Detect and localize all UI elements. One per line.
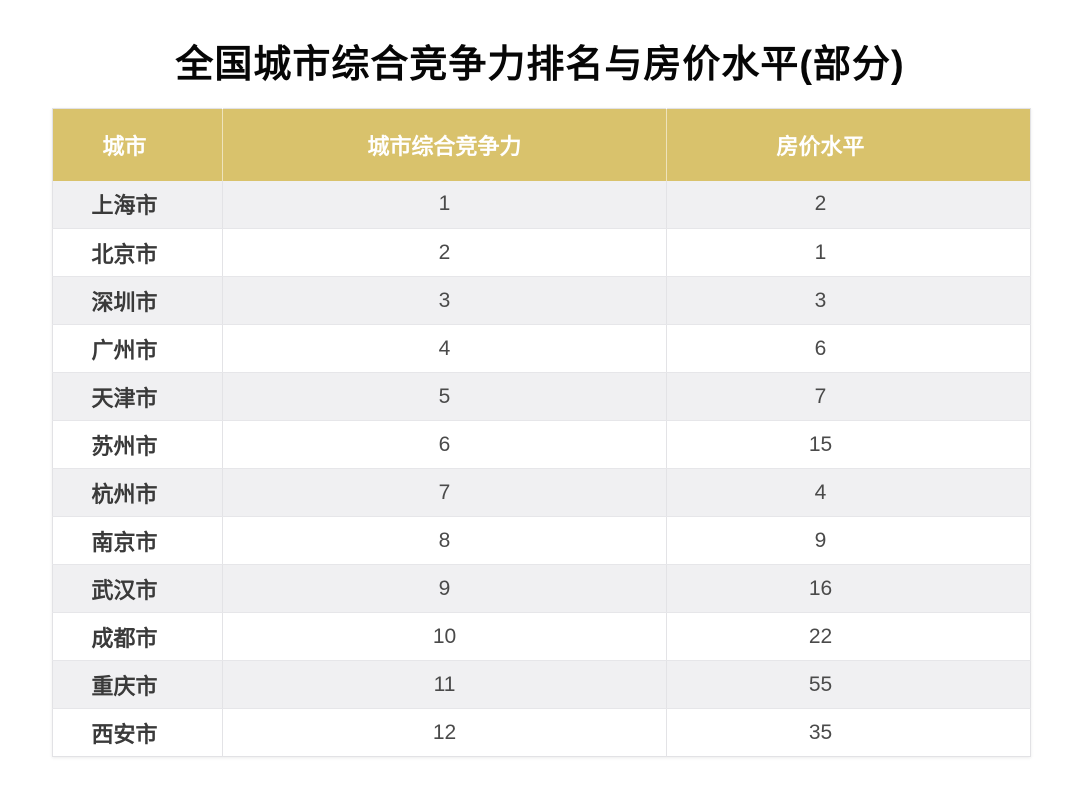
competitiveness-cell: 11 xyxy=(222,660,667,709)
housing-price-cell: 16 xyxy=(666,564,1031,613)
table-row: 南京市 8 9 xyxy=(52,516,1031,565)
city-name-cell: 苏州市 xyxy=(52,420,223,469)
competitiveness-cell: 12 xyxy=(222,708,667,757)
header-city: 城市 xyxy=(52,108,223,181)
housing-price-cell: 1 xyxy=(666,228,1031,277)
table-row: 广州市 4 6 xyxy=(52,324,1031,373)
table-row: 杭州市 7 4 xyxy=(52,468,1031,517)
housing-price-cell: 15 xyxy=(666,420,1031,469)
header-competitiveness: 城市综合竞争力 xyxy=(222,108,667,181)
housing-price-cell: 3 xyxy=(666,276,1031,325)
table-row: 武汉市 9 16 xyxy=(52,564,1031,613)
competitiveness-cell: 9 xyxy=(222,564,667,613)
city-name-cell: 重庆市 xyxy=(52,660,223,709)
city-name-cell: 杭州市 xyxy=(52,468,223,517)
table-header-row: 城市 城市综合竞争力 房价水平 xyxy=(52,108,1031,181)
housing-price-cell: 2 xyxy=(666,180,1031,229)
competitiveness-cell: 1 xyxy=(222,180,667,229)
table-row: 天津市 5 7 xyxy=(52,372,1031,421)
table-row: 苏州市 6 15 xyxy=(52,420,1031,469)
city-ranking-table: 城市 城市综合竞争力 房价水平 上海市 1 2 北京市 2 1 深圳市 3 3 … xyxy=(52,108,1031,757)
city-name-cell: 成都市 xyxy=(52,612,223,661)
table-row: 上海市 1 2 xyxy=(52,180,1031,229)
housing-price-cell: 22 xyxy=(666,612,1031,661)
city-name-cell: 天津市 xyxy=(52,372,223,421)
housing-price-cell: 9 xyxy=(666,516,1031,565)
table-header: 城市 城市综合竞争力 房价水平 xyxy=(52,108,1031,181)
housing-price-cell: 55 xyxy=(666,660,1031,709)
competitiveness-cell: 5 xyxy=(222,372,667,421)
table-row: 西安市 12 35 xyxy=(52,708,1031,757)
city-name-cell: 武汉市 xyxy=(52,564,223,613)
city-name-cell: 广州市 xyxy=(52,324,223,373)
competitiveness-cell: 10 xyxy=(222,612,667,661)
header-housing-price: 房价水平 xyxy=(666,108,1031,181)
competitiveness-cell: 3 xyxy=(222,276,667,325)
table-row: 北京市 2 1 xyxy=(52,228,1031,277)
table-body: 上海市 1 2 北京市 2 1 深圳市 3 3 广州市 4 6 天津市 5 7 … xyxy=(52,180,1031,757)
page-title: 全国城市综合竞争力排名与房价水平(部分) xyxy=(175,44,905,86)
housing-price-cell: 6 xyxy=(666,324,1031,373)
city-name-cell: 北京市 xyxy=(52,228,223,277)
table-row: 重庆市 11 55 xyxy=(52,660,1031,709)
housing-price-cell: 7 xyxy=(666,372,1031,421)
city-name-cell: 深圳市 xyxy=(52,276,223,325)
table-row: 成都市 10 22 xyxy=(52,612,1031,661)
table-row: 深圳市 3 3 xyxy=(52,276,1031,325)
competitiveness-cell: 8 xyxy=(222,516,667,565)
competitiveness-cell: 7 xyxy=(222,468,667,517)
city-name-cell: 南京市 xyxy=(52,516,223,565)
competitiveness-cell: 2 xyxy=(222,228,667,277)
city-name-cell: 西安市 xyxy=(91,721,158,747)
housing-price-cell: 35 xyxy=(666,708,1031,757)
competitiveness-cell: 6 xyxy=(222,420,667,469)
competitiveness-cell: 4 xyxy=(222,324,667,373)
city-name-cell: 上海市 xyxy=(52,180,223,229)
housing-price-cell: 4 xyxy=(666,468,1031,517)
